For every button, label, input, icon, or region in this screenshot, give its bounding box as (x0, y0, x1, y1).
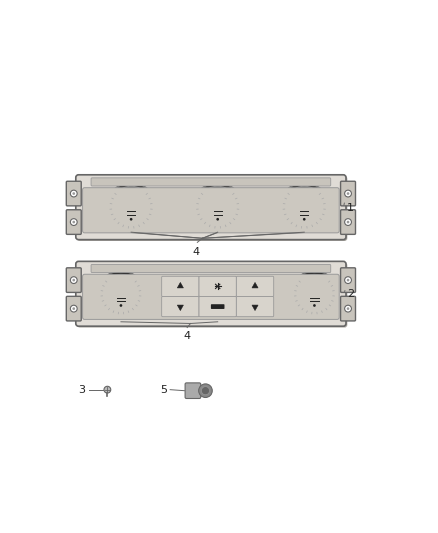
FancyBboxPatch shape (91, 264, 331, 272)
Circle shape (71, 305, 77, 312)
FancyBboxPatch shape (237, 276, 274, 296)
FancyBboxPatch shape (341, 181, 356, 206)
Circle shape (101, 274, 141, 313)
Circle shape (345, 190, 351, 197)
Circle shape (72, 221, 75, 223)
FancyBboxPatch shape (199, 276, 237, 296)
FancyBboxPatch shape (341, 268, 356, 293)
Circle shape (347, 192, 350, 195)
FancyBboxPatch shape (66, 296, 81, 321)
Circle shape (110, 186, 152, 228)
FancyBboxPatch shape (341, 210, 356, 235)
FancyBboxPatch shape (237, 296, 274, 317)
Circle shape (216, 218, 219, 221)
Circle shape (313, 304, 316, 307)
Circle shape (104, 277, 138, 311)
Circle shape (291, 271, 338, 317)
FancyBboxPatch shape (162, 276, 199, 296)
FancyBboxPatch shape (83, 188, 339, 233)
FancyBboxPatch shape (77, 176, 347, 241)
Text: 4: 4 (192, 247, 199, 257)
Text: 4: 4 (184, 331, 191, 341)
Circle shape (197, 186, 238, 228)
Circle shape (72, 192, 75, 195)
FancyBboxPatch shape (199, 296, 237, 317)
Polygon shape (252, 305, 258, 311)
Circle shape (98, 271, 144, 317)
Polygon shape (177, 282, 184, 288)
Circle shape (345, 219, 351, 225)
Circle shape (286, 189, 322, 224)
FancyBboxPatch shape (185, 383, 201, 399)
Text: 3: 3 (78, 385, 85, 394)
Circle shape (113, 189, 149, 224)
Circle shape (283, 186, 325, 228)
FancyBboxPatch shape (162, 296, 199, 317)
FancyBboxPatch shape (83, 274, 339, 319)
Circle shape (345, 277, 351, 284)
Text: 2: 2 (346, 289, 354, 299)
FancyBboxPatch shape (66, 268, 81, 293)
Circle shape (199, 384, 212, 398)
Circle shape (200, 189, 235, 224)
Circle shape (303, 218, 306, 221)
Circle shape (104, 386, 111, 393)
Circle shape (71, 190, 77, 197)
Circle shape (347, 279, 350, 281)
Circle shape (201, 386, 209, 395)
Circle shape (71, 219, 77, 225)
Circle shape (130, 218, 132, 221)
Polygon shape (177, 305, 184, 311)
Polygon shape (252, 282, 258, 288)
Circle shape (345, 305, 351, 312)
Circle shape (347, 221, 350, 223)
Text: 5: 5 (160, 385, 167, 394)
FancyBboxPatch shape (66, 210, 81, 235)
Circle shape (193, 183, 242, 231)
Circle shape (295, 274, 334, 313)
FancyBboxPatch shape (341, 296, 356, 321)
FancyBboxPatch shape (77, 263, 347, 328)
FancyBboxPatch shape (66, 181, 81, 206)
FancyBboxPatch shape (76, 261, 346, 326)
FancyBboxPatch shape (76, 175, 346, 240)
Circle shape (120, 304, 122, 307)
Text: 1: 1 (346, 203, 353, 213)
Circle shape (72, 307, 75, 310)
Circle shape (280, 183, 328, 231)
Circle shape (347, 307, 350, 310)
Circle shape (71, 277, 77, 284)
Circle shape (72, 279, 75, 281)
Circle shape (298, 277, 331, 311)
FancyBboxPatch shape (211, 304, 224, 309)
Circle shape (107, 183, 155, 231)
FancyBboxPatch shape (91, 178, 331, 186)
